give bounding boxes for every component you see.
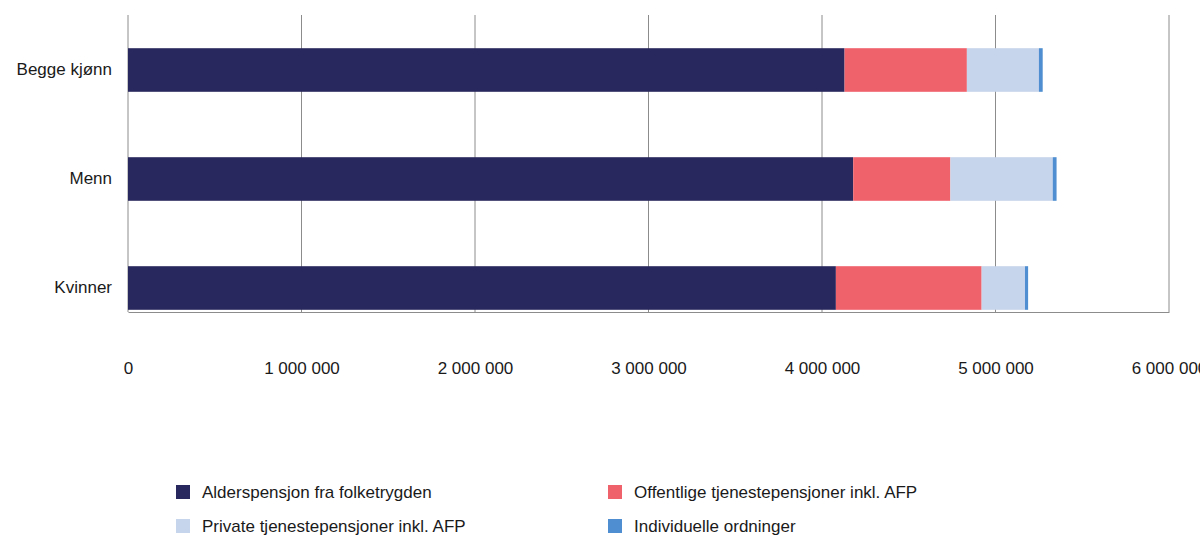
x-tick: 5 000 000 <box>958 312 1034 378</box>
x-tick-label: 0 <box>124 359 133 378</box>
bar-segment <box>1025 266 1028 310</box>
bar-segment <box>982 266 1025 310</box>
legend-swatch <box>176 485 190 499</box>
y-tick: Begge kjønn <box>17 60 112 79</box>
bar-segment <box>967 48 1039 92</box>
x-axis: 0 1 000 000 2 000 000 3 000 000 4 000 000 5 0… <box>124 312 1200 378</box>
chart: 0 1 000 000 2 000 000 3 000 000 4 000 000 5 0… <box>0 0 1200 558</box>
x-axis-line <box>129 312 1170 313</box>
x-tick: 6 000 000 <box>1132 312 1200 378</box>
bar-segment <box>1053 157 1057 201</box>
bar-segment <box>128 157 853 201</box>
grid <box>128 15 1169 312</box>
bar-segment <box>128 48 845 92</box>
y-axis: Begge kjønn Menn Kvinner <box>17 60 113 297</box>
bar-segment <box>845 48 967 92</box>
x-tick-label: 6 000 000 <box>1132 359 1200 378</box>
legend: Alderspensjon fra folketrygden Offentlige… <box>176 483 917 536</box>
y-tick: Menn <box>69 169 112 188</box>
legend-swatch <box>608 485 622 499</box>
x-tick-label: 1 000 000 <box>264 359 340 378</box>
bar-segment <box>836 266 982 310</box>
x-tick-label: 2 000 000 <box>438 359 514 378</box>
x-tick: 0 <box>124 312 133 378</box>
bar-segment <box>1039 48 1043 92</box>
legend-label: Offentlige tjenestepensjoner inkl. AFP <box>634 483 917 502</box>
grid-line <box>1169 15 1170 312</box>
y-tick-label: Menn <box>69 169 112 188</box>
legend-swatch <box>176 519 190 533</box>
x-tick: 3 000 000 <box>611 312 687 378</box>
x-tick-label: 3 000 000 <box>611 359 687 378</box>
legend-label: Private tjenestepensjoner inkl. AFP <box>202 517 466 536</box>
bar-segment <box>853 157 950 201</box>
y-tick-label: Kvinner <box>54 278 112 297</box>
y-tick-label: Begge kjønn <box>17 60 112 79</box>
x-tick: 4 000 000 <box>785 312 861 378</box>
y-tick: Kvinner <box>54 278 112 297</box>
x-tick: 2 000 000 <box>438 312 514 378</box>
legend-swatch <box>608 519 622 533</box>
x-tick-label: 4 000 000 <box>785 359 861 378</box>
x-tick: 1 000 000 <box>264 312 340 378</box>
legend-label: Individuelle ordninger <box>634 517 796 536</box>
bar-segment <box>950 157 1052 201</box>
legend-label: Alderspensjon fra folketrygden <box>202 483 432 502</box>
x-tick-label: 5 000 000 <box>958 359 1034 378</box>
bars <box>128 48 1057 310</box>
bar-segment <box>128 266 836 310</box>
